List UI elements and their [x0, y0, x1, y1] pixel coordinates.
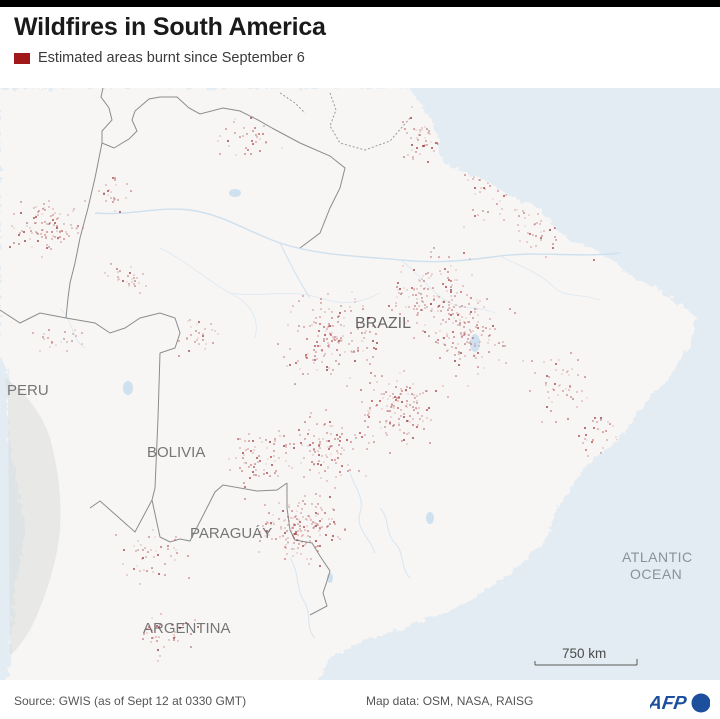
svg-text:OCEAN: OCEAN [630, 566, 682, 582]
svg-text:PERU: PERU [7, 382, 49, 399]
svg-text:BOLIVIA: BOLIVIA [147, 444, 205, 461]
svg-text:PARAGUÁY: PARAGUÁY [190, 525, 272, 542]
svg-text:750 km: 750 km [562, 646, 606, 661]
svg-text:ATLANTIC: ATLANTIC [622, 549, 693, 565]
svg-text:AFP: AFP [650, 693, 688, 714]
svg-text:BRAZIL: BRAZIL [355, 315, 411, 332]
